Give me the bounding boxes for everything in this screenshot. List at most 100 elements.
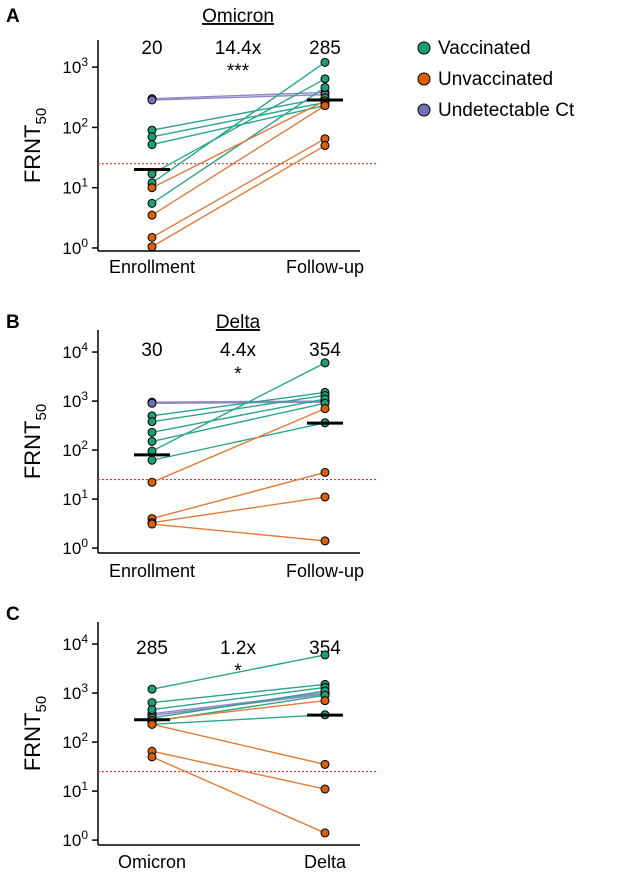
pair-line-a: [151, 101, 326, 138]
pair-line-b: [151, 398, 326, 434]
y-tick-label-b: 101: [62, 487, 88, 509]
data-point-b: [320, 404, 330, 414]
y-tick-label-b: 103: [62, 389, 88, 411]
data-point-c: [147, 684, 157, 694]
pair-line-a: [151, 105, 326, 216]
data-point-a: [147, 210, 157, 220]
data-point-a: [320, 57, 330, 67]
right-value-label-c: 354: [309, 638, 341, 659]
data-point-a: [147, 95, 157, 105]
y-tick-label-c: 103: [62, 681, 88, 703]
y-tick-label-c: 104: [62, 632, 88, 654]
left-value-label-b: 30: [141, 340, 162, 361]
pair-line-b: [151, 391, 326, 417]
y-tick-label-b: 104: [62, 340, 88, 362]
pair-line-c: [151, 686, 326, 711]
y-tick-label-a: 102: [62, 115, 88, 137]
x-category-label-a: Follow-up: [286, 257, 364, 277]
pair-line-c: [151, 699, 326, 722]
significance-label-a: ***: [227, 61, 250, 82]
x-category-label-b: Enrollment: [109, 561, 195, 581]
panel-b: B Delta 100 101 102 103 104 FRNT50 Enrollment Fol…: [6, 312, 378, 581]
pair-line-a: [151, 61, 326, 184]
data-point-b: [147, 417, 157, 427]
pair-line-a: [151, 86, 326, 204]
pair-line-b: [151, 402, 326, 443]
legend: Vaccinated Unvaccinated Undetectable Ct: [417, 38, 575, 121]
pair-line-b: [151, 471, 326, 520]
panel-a: A Omicron 100 101 102 103 FRNT50 Enrollment Foll…: [6, 6, 378, 277]
data-point-c: [320, 650, 330, 660]
legend-label: Vaccinated: [438, 38, 531, 59]
y-tick-label-c: 100: [62, 828, 88, 850]
panel-letter-b: B: [6, 312, 20, 333]
x-category-label-a: Enrollment: [109, 257, 195, 277]
pair-line-b: [151, 394, 326, 423]
data-point-c: [147, 719, 157, 729]
data-point-a: [147, 242, 157, 252]
y-tick-label-b: 100: [62, 536, 88, 558]
y-tick-label-a: 101: [62, 176, 88, 198]
data-point-a: [147, 232, 157, 242]
data-point-b: [147, 398, 157, 408]
data-point-a: [147, 198, 157, 208]
pair-line-c: [151, 714, 326, 726]
pair-line-c: [151, 683, 326, 704]
y-axis-label-c: FRNT50: [20, 696, 50, 771]
pair-line-a: [151, 100, 326, 189]
data-point-c: [320, 828, 330, 838]
y-tick-label-c: 102: [62, 730, 88, 752]
right-value-label-b: 354: [309, 340, 341, 361]
pair-line-c: [151, 692, 326, 715]
data-point-b: [147, 427, 157, 437]
data-point-c: [147, 752, 157, 762]
legend-marker: [417, 72, 431, 86]
legend-marker: [417, 41, 431, 55]
y-axis-label-a: FRNT50: [20, 108, 50, 183]
data-point-b: [320, 467, 330, 477]
panel-c: C 100 101 102 103 104 FRNT50 Omicron Delta 285 1.2…: [6, 604, 378, 872]
data-point-a: [320, 101, 330, 111]
data-point-c: [147, 705, 157, 715]
pair-line-c: [151, 750, 326, 790]
y-axis-label-b: FRNT50: [20, 404, 50, 479]
pair-line-b: [151, 523, 326, 542]
panel-title-a: Omicron: [202, 6, 274, 27]
significance-label-b: *: [234, 364, 242, 385]
data-point-a: [320, 141, 330, 151]
data-point-c: [320, 759, 330, 769]
y-tick-label-a: 103: [62, 55, 88, 77]
pair-line-b: [151, 408, 326, 483]
y-tick-label-c: 101: [62, 779, 88, 801]
data-point-b: [320, 536, 330, 546]
legend-marker: [417, 103, 431, 117]
panel-title-b: Delta: [216, 312, 261, 333]
data-point-a: [147, 140, 157, 150]
left-value-label-a: 20: [141, 38, 162, 59]
data-point-a: [147, 183, 157, 193]
data-point-a: [320, 74, 330, 84]
data-point-c: [320, 696, 330, 706]
pair-line-c: [151, 654, 326, 690]
pair-line-b: [151, 401, 326, 405]
data-point-b: [147, 455, 157, 465]
pair-line-b: [151, 400, 326, 403]
pair-line-a: [151, 91, 326, 100]
pair-line-b: [151, 496, 326, 524]
data-point-b: [320, 358, 330, 368]
panel-letter-a: A: [6, 6, 20, 27]
data-point-b: [320, 492, 330, 502]
x-category-label-b: Follow-up: [286, 561, 364, 581]
x-category-label-c: Delta: [304, 852, 347, 872]
y-tick-label-a: 100: [62, 236, 88, 258]
pair-line-c: [151, 756, 326, 834]
x-category-label-c: Omicron: [118, 852, 186, 872]
data-point-a: [320, 82, 330, 92]
legend-label: Unvaccinated: [438, 69, 553, 90]
pair-line-a: [151, 144, 326, 248]
pair-line-b: [151, 362, 326, 452]
pair-line-a: [151, 78, 326, 175]
fold-change-label-c: 1.2x: [220, 638, 256, 659]
pair-line-a: [151, 93, 326, 101]
